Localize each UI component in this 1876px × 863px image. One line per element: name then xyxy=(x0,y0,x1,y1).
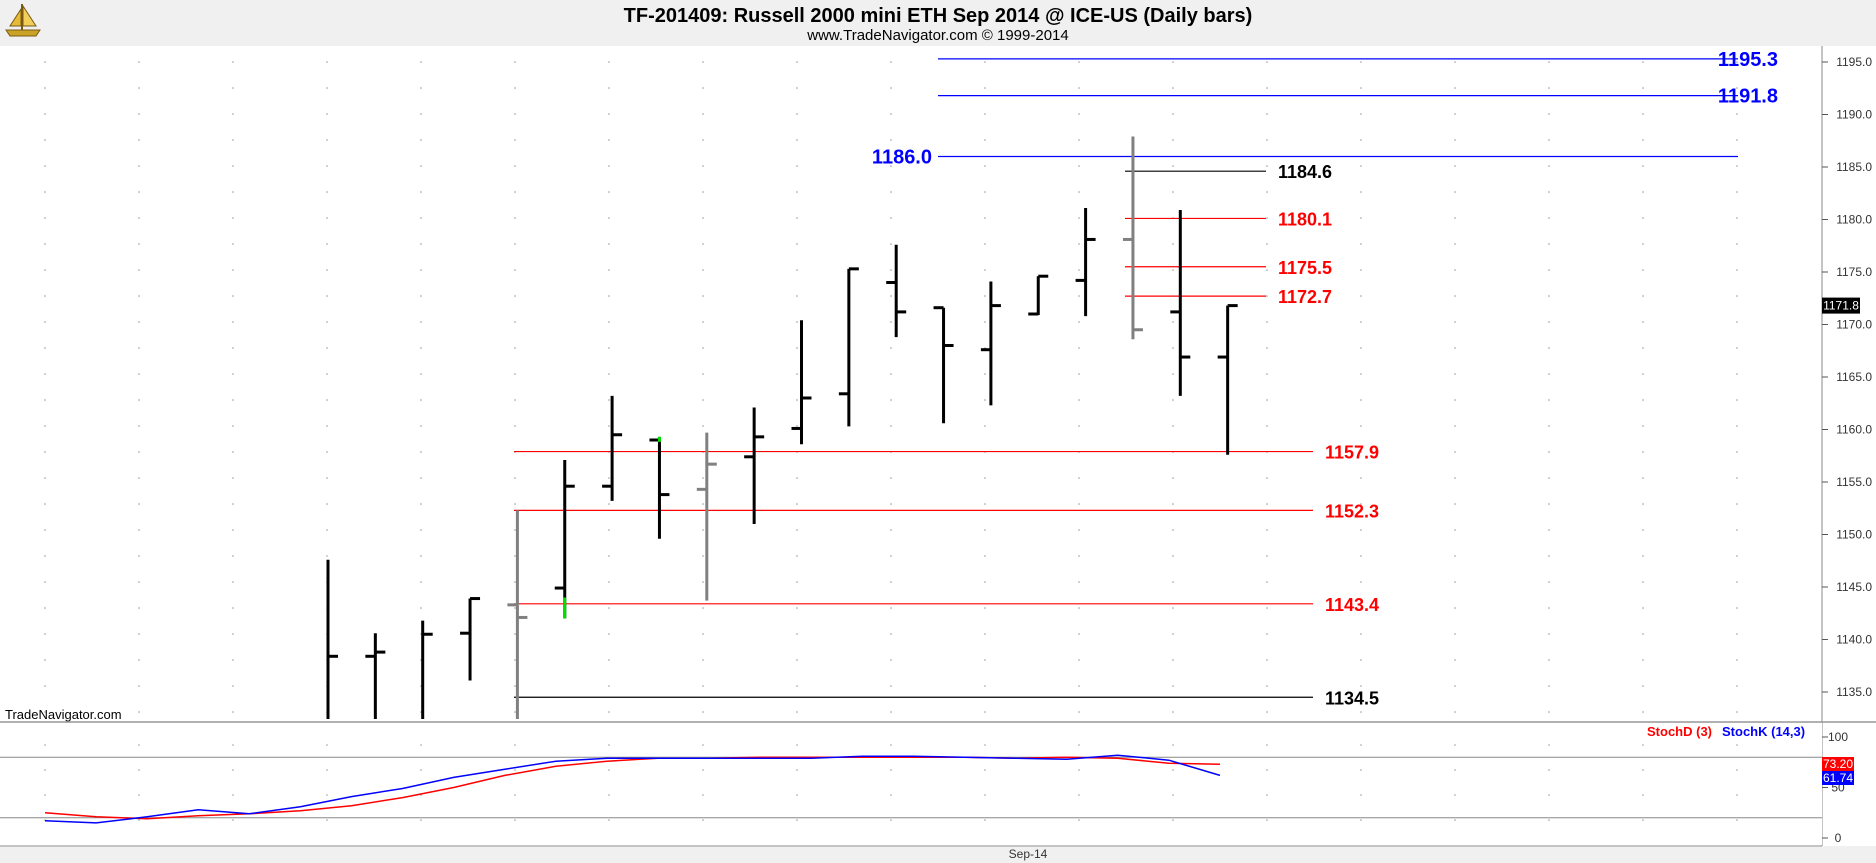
ohlc-bar xyxy=(980,281,1001,406)
sailing-ship-icon xyxy=(5,4,41,37)
ohlc-bar xyxy=(1122,136,1143,340)
ohlc-bar xyxy=(1170,210,1191,396)
y-tick-label: 1170.0 xyxy=(1836,318,1872,332)
ohlc-bar xyxy=(326,559,338,719)
level-label: 1195.3 xyxy=(1718,49,1778,71)
level-label: 1186.0 xyxy=(872,147,932,169)
ohlc-bar xyxy=(421,620,433,719)
level-label: 1172.7 xyxy=(1278,287,1332,307)
price-axis xyxy=(1822,46,1876,846)
legend-stochk: StochK (14,3) xyxy=(1722,724,1805,739)
level-label: 1175.5 xyxy=(1278,258,1332,278)
ohlc-bar xyxy=(554,459,575,619)
y-tick-label: 1190.0 xyxy=(1836,108,1872,122)
stochd-last-label: 73.20 xyxy=(1823,757,1853,771)
ohlc-bar xyxy=(602,395,623,501)
price-levels: 1195.3 1191.8 1186.0 1184.6 1180.1 1175.5 1172… xyxy=(514,49,1778,708)
x-axis-label: Sep-14 xyxy=(1009,847,1048,861)
legend-stochd: StochD (3) xyxy=(1647,724,1712,739)
level-label: 1143.4 xyxy=(1325,595,1379,615)
chart-title: TF-201409: Russell 2000 mini ETH Sep 201… xyxy=(624,5,1253,27)
stochastic-lines xyxy=(44,754,1221,824)
chart-subtitle: www.TradeNavigator.com © 1999-2014 xyxy=(806,27,1068,44)
ohlc-bar xyxy=(1217,304,1238,455)
ohlc-bar xyxy=(886,244,907,338)
y-tick-label: 1165.0 xyxy=(1836,370,1872,384)
y-tick-label: 1160.0 xyxy=(1836,423,1872,437)
last-price-label: 1171.8 xyxy=(1823,299,1859,313)
y-tick-label: 1145.0 xyxy=(1836,580,1872,594)
level-label: 1134.5 xyxy=(1325,688,1379,708)
ohlc-bar xyxy=(1028,274,1049,316)
stochk-line xyxy=(44,754,1221,824)
y-tick-label: 1195.0 xyxy=(1836,55,1872,69)
y-tick-label: 1140.0 xyxy=(1836,633,1872,647)
level-label: 1184.6 xyxy=(1278,162,1332,182)
watermark: TradeNavigator.com xyxy=(5,707,122,722)
ohlc-bar xyxy=(460,597,481,681)
level-label: 1191.8 xyxy=(1718,86,1778,108)
price-pane xyxy=(0,46,1822,722)
y-tick-label: 1185.0 xyxy=(1836,160,1872,174)
ohlc-bar xyxy=(838,267,859,427)
stoch-y-tick-label: 100 xyxy=(1828,730,1848,744)
price-grid xyxy=(44,61,1738,713)
ohlc-bar xyxy=(933,306,954,424)
y-tick-label: 1150.0 xyxy=(1836,528,1872,542)
time-axis xyxy=(0,846,1876,863)
ohlc-bar xyxy=(649,436,670,539)
stochk-last-label: 61.74 xyxy=(1823,771,1853,785)
stochk-last-tag: 61.74 xyxy=(1822,771,1854,785)
ohlc-bar xyxy=(1075,207,1096,317)
ohlc-bar xyxy=(507,510,528,719)
ohlc-bar xyxy=(791,320,812,445)
ohlc-bar xyxy=(696,432,717,601)
ohlc-bar xyxy=(365,633,386,719)
y-tick-label: 1180.0 xyxy=(1836,213,1872,227)
stochd-last-tag: 73.20 xyxy=(1822,757,1854,771)
stochastic-pane xyxy=(0,723,1822,845)
y-tick-label: 1155.0 xyxy=(1836,475,1872,489)
stoch-y-tick-label: 0 xyxy=(1835,831,1842,845)
level-label: 1152.3 xyxy=(1325,501,1379,521)
ohlc-bar xyxy=(744,407,765,524)
level-label: 1157.9 xyxy=(1325,443,1379,463)
last-price-tag: 1171.8 xyxy=(1822,297,1860,314)
price-axis-ticks: 1195.0 1190.0 1185.0 1180.0 1175.0 1170.0 1165… xyxy=(1822,55,1872,699)
header-band xyxy=(0,0,1876,44)
y-tick-label: 1175.0 xyxy=(1836,265,1872,279)
y-tick-label: 1135.0 xyxy=(1836,685,1872,699)
level-label: 1180.1 xyxy=(1278,209,1332,229)
price-bars xyxy=(326,136,1238,719)
